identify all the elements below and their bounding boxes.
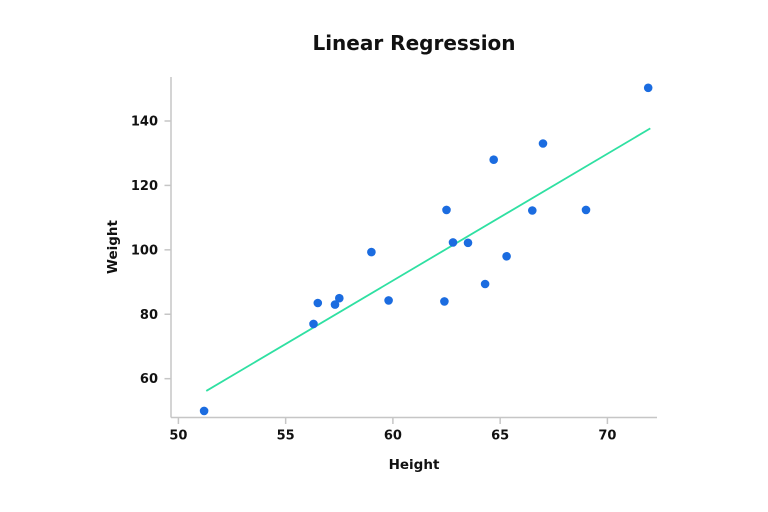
data-point [330, 300, 340, 309]
x-tick-label: 65 [491, 429, 509, 444]
y-tick-label: 60 [140, 372, 158, 387]
data-point [538, 139, 548, 148]
data-point [528, 206, 537, 215]
x-tick-label: 50 [169, 429, 187, 444]
y-tick-label: 140 [131, 115, 158, 130]
regression-line [205, 127, 651, 392]
x-tick-label: 70 [598, 429, 616, 444]
data-point [480, 279, 490, 289]
data-point [502, 251, 511, 261]
data-point [440, 297, 449, 306]
y-tick-label: 80 [140, 308, 158, 323]
data-point [442, 205, 451, 215]
y-tick-label: 120 [131, 179, 158, 194]
data-point [489, 155, 499, 164]
y-tick-label: 100 [131, 243, 158, 258]
data-point [643, 83, 653, 93]
data-point [463, 238, 473, 248]
data-point [448, 238, 458, 247]
x-tick-label: 55 [277, 429, 295, 444]
data-point [335, 293, 344, 303]
data-point [199, 406, 209, 416]
data-point [384, 296, 393, 305]
data-point [367, 247, 376, 257]
data-point [309, 319, 318, 329]
data-point [313, 298, 323, 308]
data-point [581, 205, 591, 215]
x-axis-label: Height [388, 457, 440, 473]
x-tick-label: 60 [384, 429, 402, 444]
chart-title: Linear Regression [312, 31, 516, 55]
